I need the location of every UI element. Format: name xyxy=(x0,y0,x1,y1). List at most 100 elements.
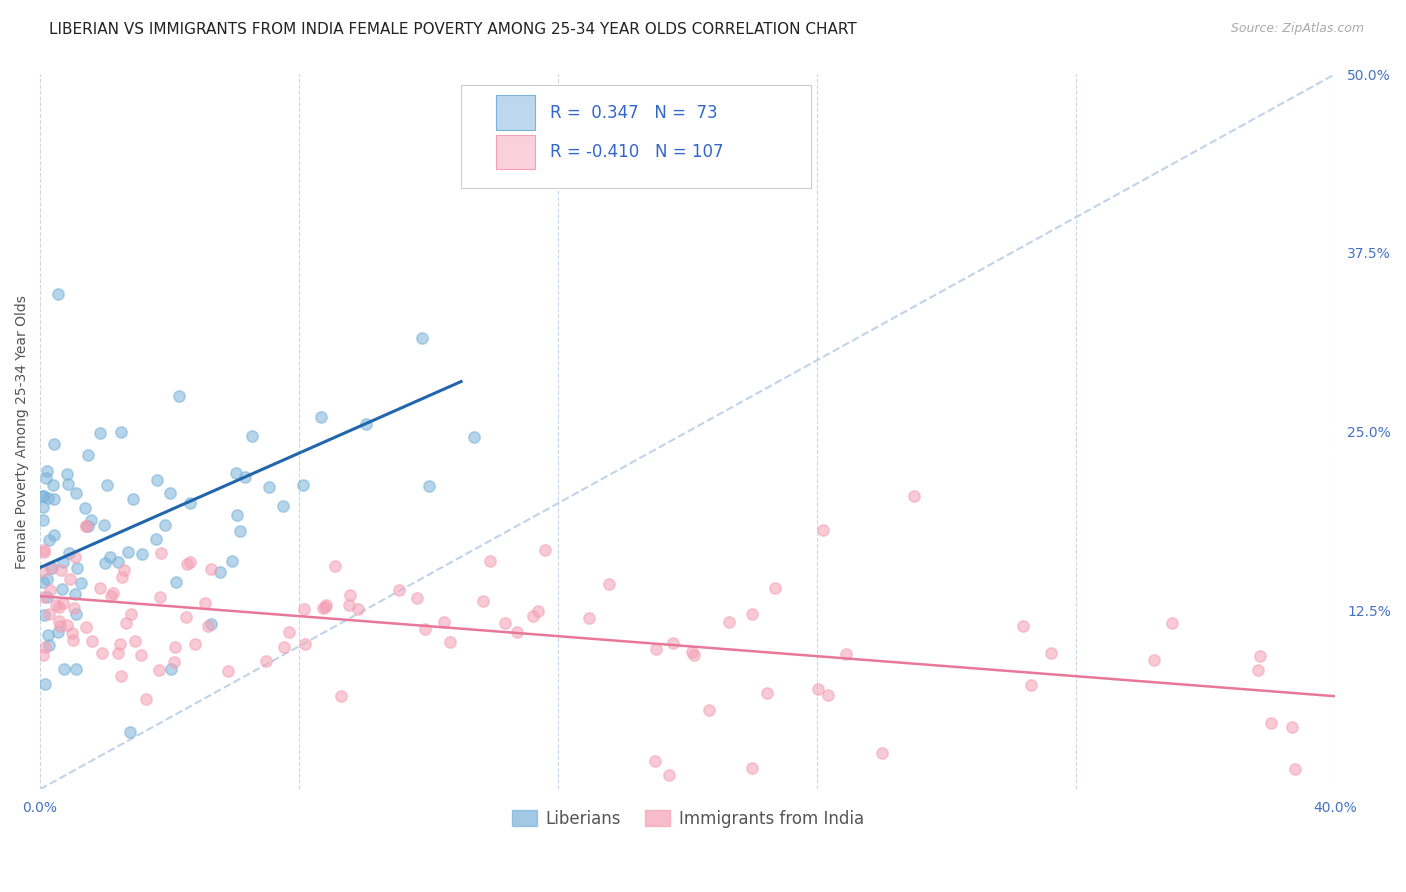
Point xyxy=(644,641,666,656)
Point xyxy=(41,561,63,575)
Point xyxy=(225,466,247,480)
Point xyxy=(32,544,55,558)
Point xyxy=(339,598,361,612)
Point xyxy=(176,557,198,571)
Point xyxy=(200,616,222,631)
Point xyxy=(682,645,704,659)
Point xyxy=(62,633,84,648)
Point xyxy=(1039,646,1062,660)
Point xyxy=(163,640,186,654)
Point xyxy=(339,588,361,602)
Point xyxy=(32,607,55,622)
Point xyxy=(114,616,136,631)
Point xyxy=(35,572,58,586)
Point xyxy=(129,648,152,662)
Point xyxy=(718,615,741,629)
Point xyxy=(117,544,139,558)
Point xyxy=(98,549,121,564)
Point xyxy=(163,656,186,670)
Point xyxy=(903,489,925,503)
Point xyxy=(179,495,201,509)
Point xyxy=(439,635,461,649)
Point xyxy=(32,590,55,604)
Point xyxy=(763,581,786,595)
Point xyxy=(225,508,247,522)
Point xyxy=(63,600,86,615)
Point xyxy=(233,469,256,483)
Point xyxy=(315,598,337,612)
Point xyxy=(37,465,59,479)
Point xyxy=(145,532,167,546)
Point xyxy=(807,682,830,697)
Point xyxy=(683,648,706,662)
Point xyxy=(56,477,79,491)
Point xyxy=(1161,616,1184,631)
Point xyxy=(52,555,75,569)
Point xyxy=(48,615,70,629)
Point xyxy=(41,561,63,575)
Point xyxy=(160,662,183,676)
Point xyxy=(32,542,55,557)
Point xyxy=(38,582,60,597)
Point xyxy=(354,417,377,431)
Point xyxy=(66,561,89,575)
Point xyxy=(63,550,86,565)
Point xyxy=(120,607,142,621)
Text: Source: ZipAtlas.com: Source: ZipAtlas.com xyxy=(1230,22,1364,36)
Point xyxy=(1143,653,1166,667)
Point xyxy=(271,499,294,513)
Point xyxy=(662,635,685,649)
Point xyxy=(59,573,82,587)
Point xyxy=(32,489,55,503)
Point xyxy=(242,429,264,443)
Point xyxy=(48,600,70,615)
Point xyxy=(146,473,169,487)
FancyBboxPatch shape xyxy=(496,95,534,130)
Point xyxy=(153,518,176,533)
Point xyxy=(75,518,97,533)
Point xyxy=(52,596,75,610)
Point xyxy=(42,491,65,506)
Point xyxy=(80,513,103,527)
Point xyxy=(478,553,501,567)
FancyBboxPatch shape xyxy=(461,85,811,188)
Point xyxy=(229,524,252,538)
Point xyxy=(32,513,55,527)
Point xyxy=(813,523,835,537)
Point xyxy=(433,615,456,629)
Point xyxy=(741,607,763,621)
Point xyxy=(46,624,69,639)
Point xyxy=(77,448,100,462)
Point xyxy=(80,634,103,648)
Point xyxy=(209,566,232,580)
Point xyxy=(526,604,548,618)
Point xyxy=(37,628,59,642)
Point xyxy=(107,555,129,569)
Point xyxy=(46,287,69,301)
Point xyxy=(506,625,529,640)
Point xyxy=(756,686,779,700)
Point xyxy=(58,546,80,560)
Point xyxy=(817,689,839,703)
Point xyxy=(200,562,222,576)
Point xyxy=(135,691,157,706)
Text: R =  0.347   N =  73: R = 0.347 N = 73 xyxy=(550,103,718,121)
Point xyxy=(148,663,170,677)
Point xyxy=(49,563,72,577)
Point xyxy=(124,634,146,648)
Point xyxy=(471,594,494,608)
Point xyxy=(1019,678,1042,692)
Point xyxy=(1012,619,1035,633)
Point xyxy=(89,426,111,441)
Point xyxy=(60,625,83,640)
Y-axis label: Female Poverty Among 25-34 Year Olds: Female Poverty Among 25-34 Year Olds xyxy=(15,294,30,568)
Point xyxy=(35,590,58,604)
Point xyxy=(34,640,56,654)
Point xyxy=(35,471,58,485)
Point xyxy=(598,577,620,591)
Point xyxy=(94,556,117,570)
Point xyxy=(217,664,239,678)
Point xyxy=(55,467,77,481)
Legend: Liberians, Immigrants from India: Liberians, Immigrants from India xyxy=(505,803,870,835)
Point xyxy=(122,492,145,507)
